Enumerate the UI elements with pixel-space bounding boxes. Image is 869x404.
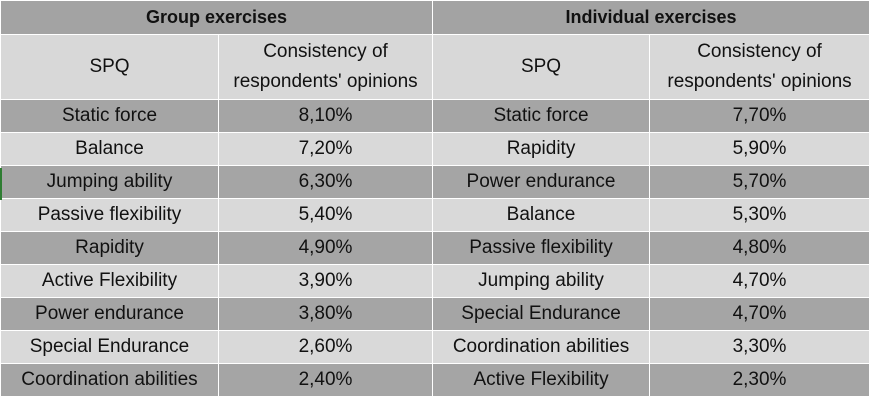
individual-value-cell[interactable]: 5,30% <box>649 198 869 232</box>
table-row: Jumping ability 6,30% Power endurance 5,70% <box>0 165 869 199</box>
individual-spq-cell[interactable]: Special Endurance <box>432 297 651 331</box>
individual-spq-cell[interactable]: Balance <box>432 198 651 232</box>
individual-value-cell[interactable]: 7,70% <box>649 99 869 133</box>
group-spq-cell[interactable]: Special Endurance <box>0 330 219 364</box>
group-value-cell[interactable]: 6,30% <box>217 165 434 199</box>
group-spq-cell[interactable]: Balance <box>0 132 219 166</box>
group-exercises-title[interactable]: Group exercises <box>0 0 434 35</box>
individual-spq-cell[interactable]: Rapidity <box>432 132 651 166</box>
table-row: Rapidity 4,90% Passive flexibility 4,80% <box>0 231 869 265</box>
group-spq-cell[interactable]: Jumping ability <box>0 165 219 199</box>
group-spq-cell[interactable]: Active Flexibility <box>0 264 219 298</box>
group-spq-header[interactable]: SPQ <box>0 34 219 100</box>
title-row: Group exercises Individual exercises <box>0 0 869 35</box>
individual-value-cell[interactable]: 2,30% <box>649 363 869 397</box>
group-value-cell[interactable]: 2,40% <box>217 363 434 397</box>
table-row: Passive flexibility 5,40% Balance 5,30% <box>0 198 869 232</box>
group-spq-cell[interactable]: Rapidity <box>0 231 219 265</box>
table-row: Active Flexibility 3,90% Jumping ability 4,… <box>0 264 869 298</box>
group-value-cell[interactable]: 4,90% <box>217 231 434 265</box>
individual-spq-cell[interactable]: Static force <box>432 99 651 133</box>
group-value-cell[interactable]: 8,10% <box>217 99 434 133</box>
group-consistency-header[interactable]: Consistency of respondents' opinions <box>217 34 434 100</box>
header-row: SPQ Consistency of respondents' opinions… <box>0 34 869 100</box>
group-value-cell[interactable]: 7,20% <box>217 132 434 166</box>
table-row: Static force 8,10% Static force 7,70% <box>0 99 869 133</box>
individual-consistency-header[interactable]: Consistency of respondents' opinions <box>649 34 869 100</box>
individual-value-cell[interactable]: 5,90% <box>649 132 869 166</box>
individual-spq-cell[interactable]: Passive flexibility <box>432 231 651 265</box>
row-marker <box>0 168 2 200</box>
group-spq-cell[interactable]: Coordination abilities <box>0 363 219 397</box>
individual-value-cell[interactable]: 4,80% <box>649 231 869 265</box>
group-value-cell[interactable]: 3,90% <box>217 264 434 298</box>
individual-value-cell[interactable]: 4,70% <box>649 264 869 298</box>
individual-spq-header[interactable]: SPQ <box>432 34 651 100</box>
table-row: Power endurance 3,80% Special Endurance 4,7… <box>0 297 869 331</box>
table-row: Special Endurance 2,60% Coordination abili… <box>0 330 869 364</box>
group-spq-cell[interactable]: Static force <box>0 99 219 133</box>
individual-value-cell[interactable]: 4,70% <box>649 297 869 331</box>
table-row: Balance 7,20% Rapidity 5,90% <box>0 132 869 166</box>
individual-value-cell[interactable]: 5,70% <box>649 165 869 199</box>
group-value-cell[interactable]: 2,60% <box>217 330 434 364</box>
group-spq-cell[interactable]: Passive flexibility <box>0 198 219 232</box>
table-row: Coordination abilities 2,40% Active Flexib… <box>0 363 869 397</box>
individual-spq-cell[interactable]: Power endurance <box>432 165 651 199</box>
individual-spq-cell[interactable]: Jumping ability <box>432 264 651 298</box>
individual-spq-cell[interactable]: Active Flexibility <box>432 363 651 397</box>
individual-spq-cell[interactable]: Coordination abilities <box>432 330 651 364</box>
individual-value-cell[interactable]: 3,30% <box>649 330 869 364</box>
group-value-cell[interactable]: 3,80% <box>217 297 434 331</box>
group-value-cell[interactable]: 5,40% <box>217 198 434 232</box>
group-spq-cell[interactable]: Power endurance <box>0 297 219 331</box>
individual-exercises-title[interactable]: Individual exercises <box>432 0 869 35</box>
